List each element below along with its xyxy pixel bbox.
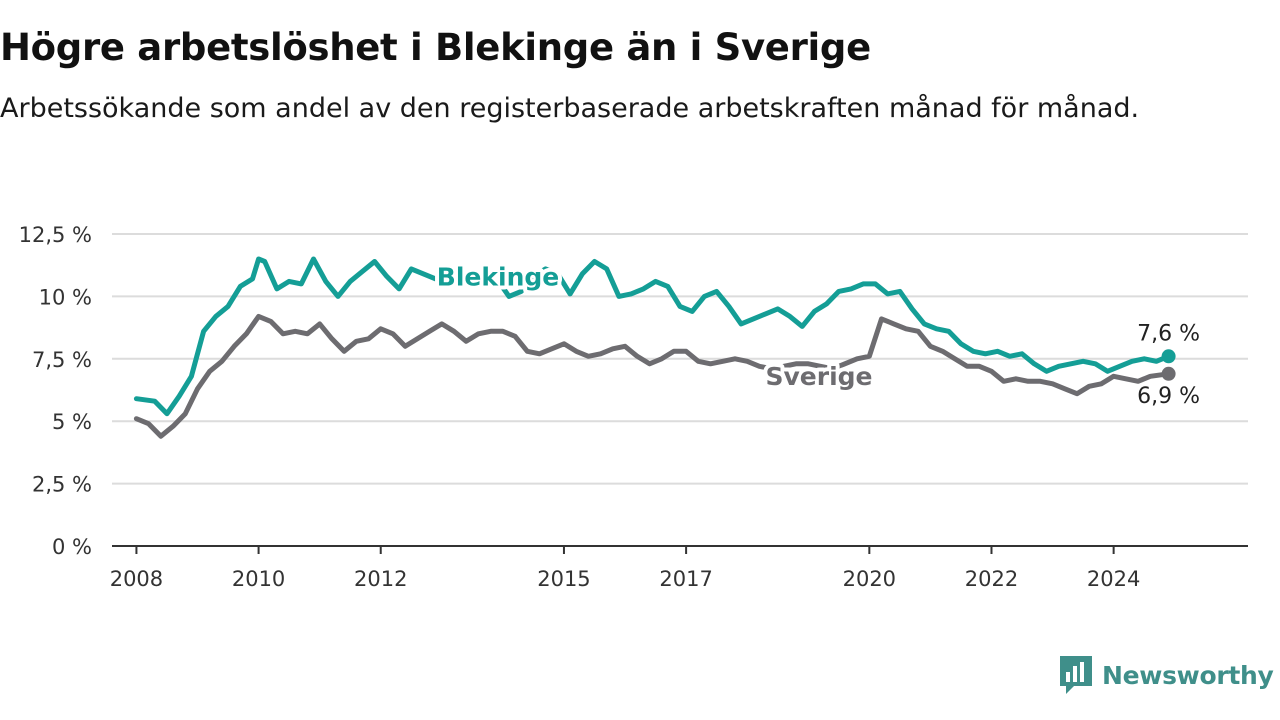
series-label-sverige: Sverige <box>766 362 873 391</box>
x-tick-label: 2015 <box>537 567 590 591</box>
end-point-sverige <box>1161 366 1176 381</box>
series-labels: Blekinge Sverige 7,6 % 6,9 % <box>433 258 1203 411</box>
end-label-sverige: 6,9 % <box>1137 384 1200 409</box>
line-chart: 0 %2,5 %5 %7,5 %10 %12,5 % 2008 2010 2012 2… <box>19 223 1248 591</box>
y-axis-ticks: 0 % 2,5 % 5 % 7,5 % 10 % 12,5 % <box>19 223 92 559</box>
gridlines <box>112 233 1248 485</box>
y-tick-label: 0 % <box>52 535 92 559</box>
y-tick-label: 12,5 % <box>19 223 92 247</box>
x-tick-label: 2008 <box>110 567 163 591</box>
x-tick-label: 2020 <box>843 567 896 591</box>
y-tick-label: 2,5 % <box>32 473 92 497</box>
y-tick-label: 7,5 % <box>32 348 92 372</box>
chart-title: Högre arbetslöshet i Blekinge än i Sveri… <box>0 26 871 69</box>
x-tick-label: 2024 <box>1087 567 1140 591</box>
newsworthy-logo-icon <box>1060 656 1092 694</box>
x-axis-ticks: 2008 2010 2012 2015 2017 2020 2022 2024 <box>110 546 1140 591</box>
x-tick-label: 2017 <box>659 567 712 591</box>
x-tick-label: 2012 <box>354 567 407 591</box>
series-line-blekinge <box>133 256 1172 417</box>
series-group <box>133 256 1176 439</box>
brand-name: Newsworthy <box>1102 660 1274 690</box>
y-tick-label: 10 % <box>39 285 92 309</box>
y-tick-label: 5 % <box>52 410 92 434</box>
x-tick-label: 2010 <box>232 567 285 591</box>
brand-logo: Newsworthy <box>1058 654 1274 696</box>
end-label-blekinge: 7,6 % <box>1137 321 1200 346</box>
series-label-blekinge: Blekinge <box>437 262 559 291</box>
end-point-blekinge <box>1161 349 1176 364</box>
series-line-sverige <box>133 313 1172 439</box>
chart-subtitle: Arbetssökande som andel av den registerb… <box>0 93 1140 124</box>
x-tick-label: 2022 <box>965 567 1018 591</box>
